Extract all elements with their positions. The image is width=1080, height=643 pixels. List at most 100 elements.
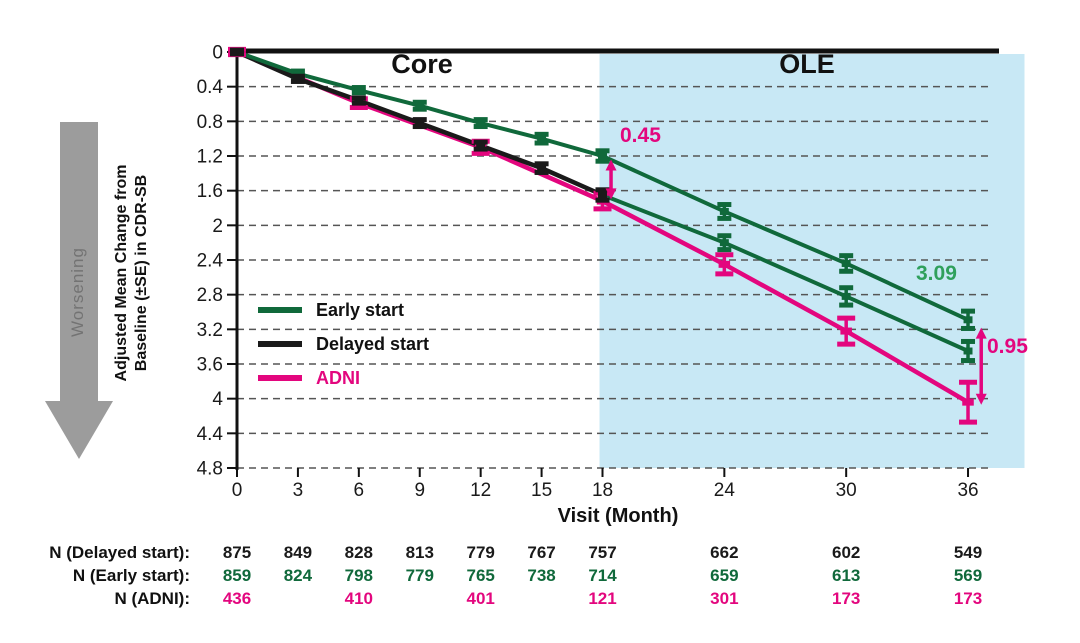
x-tick-label: 36 xyxy=(957,480,978,501)
early-m24-point xyxy=(719,207,729,215)
delayed-m36-point xyxy=(963,347,973,355)
ntable-cell: 798 xyxy=(344,566,374,585)
ntable-cell: 813 xyxy=(405,543,434,562)
y-tick-label: 0.8 xyxy=(197,112,223,133)
ntable-cell: 765 xyxy=(466,566,495,585)
ntable-cell: 410 xyxy=(344,589,374,608)
early-start-line-swatch xyxy=(258,307,302,313)
ntable-cell: 849 xyxy=(283,543,313,562)
adni-m36-point xyxy=(962,398,974,406)
ntable-cell: 173 xyxy=(831,589,861,608)
core-phase-label: Core xyxy=(391,49,453,79)
ntable-cell: 824 xyxy=(283,566,313,585)
delayed-m24-point xyxy=(719,239,729,247)
ntable-cell: 714 xyxy=(588,566,617,585)
gap-arrow-0-head-bottom xyxy=(605,188,617,200)
ntable-cell: 738 xyxy=(527,566,556,585)
legend-label-delayed-start: Delayed start xyxy=(316,333,430,354)
delayed-m15-point xyxy=(537,164,547,172)
y-tick-label: 3.6 xyxy=(197,355,223,376)
x-tick-label: 24 xyxy=(714,480,736,501)
ntable-cell: 659 xyxy=(710,566,739,585)
value-annotation-3-09: 3.09 xyxy=(916,262,957,285)
delayed-m12-point xyxy=(476,142,486,150)
gap-annotation-0-95: 0.95 xyxy=(987,335,1028,358)
x-tick-label: 3 xyxy=(293,480,304,501)
ntable-cell: 662 xyxy=(710,543,739,562)
gap-annotation-0-45: 0.45 xyxy=(620,124,661,147)
legend: Early start Delayed start ADNI xyxy=(258,300,429,388)
y-axis-title: Adjusted Mean Change from Baseline (±SE)… xyxy=(112,123,154,423)
y-tick-label: 0.4 xyxy=(197,77,224,98)
delayed-m30-point xyxy=(841,292,851,300)
ntable-cell: 779 xyxy=(405,566,434,585)
legend-item-delayed-start: Delayed start xyxy=(258,334,429,354)
ntable-cell: 757 xyxy=(588,543,617,562)
ntable-cell: 859 xyxy=(222,566,252,585)
legend-label-adni: ADNI xyxy=(316,367,360,388)
ntable-cell: 301 xyxy=(710,589,739,608)
early-m30-point xyxy=(841,259,851,267)
ntable-cell: 875 xyxy=(222,543,252,562)
y-tick-label: 4.8 xyxy=(197,459,223,480)
early-m15-point xyxy=(537,135,547,143)
early-m36-point xyxy=(963,316,973,324)
early-m9-point xyxy=(415,102,425,110)
ntable-row-label-delayed: N (Delayed start): xyxy=(49,543,190,562)
worsening-arrow-head-icon xyxy=(45,401,113,459)
ntable-cell: 121 xyxy=(588,589,617,608)
adni-m24-point xyxy=(718,260,731,268)
ntable-cell: 549 xyxy=(953,543,983,562)
delayed-start-line-swatch xyxy=(258,341,302,347)
y-tick-label: 3.2 xyxy=(197,320,223,341)
y-tick-label: 2.4 xyxy=(197,251,224,272)
x-tick-label: 0 xyxy=(232,480,243,501)
y-tick-label: 2 xyxy=(212,216,223,237)
early-m18-point xyxy=(598,152,607,160)
ntable-row-label-adni: N (ADNI): xyxy=(114,589,190,608)
y-tick-label: 4.4 xyxy=(197,424,224,445)
x-tick-label: 9 xyxy=(414,480,425,501)
ntable-row-label-early: N (Early start): xyxy=(72,566,190,585)
ntable-cell: 767 xyxy=(527,543,556,562)
legend-item-adni: ADNI xyxy=(258,368,429,388)
ntable-cell: 613 xyxy=(831,566,861,585)
gap-arrow-1-head-top xyxy=(975,327,987,339)
ntable-cell: 569 xyxy=(953,566,983,585)
x-axis-title: Visit (Month) xyxy=(557,505,679,527)
early-m12-point xyxy=(476,119,486,127)
y-tick-label: 2.8 xyxy=(197,285,223,306)
ntable-cell: 779 xyxy=(466,543,495,562)
delayed-start-ole-line xyxy=(601,193,969,353)
legend-item-early-start: Early start xyxy=(258,300,429,320)
early-m6-point xyxy=(354,86,364,94)
adni-line-swatch xyxy=(258,375,302,381)
adni-m30-point xyxy=(840,327,852,335)
y-axis-title-line2: Baseline (±SE) in CDR-SB xyxy=(133,174,150,372)
x-tick-label: 18 xyxy=(592,480,613,501)
y-axis-title-line1: Adjusted Mean Change from xyxy=(113,164,130,382)
gap-arrow-0-head-top xyxy=(605,159,617,171)
delayed-m18-point xyxy=(598,191,607,199)
x-tick-label: 6 xyxy=(354,480,365,501)
gap-arrow-1-head-bottom xyxy=(975,393,987,405)
worsening-label: Worsening xyxy=(68,247,87,337)
y-tick-label: 1.6 xyxy=(197,181,223,202)
ole-shaded-region xyxy=(599,54,990,469)
delayed-m3-point xyxy=(293,75,303,83)
delayed-m0-point xyxy=(232,48,242,56)
early-m3-point xyxy=(293,70,303,78)
x-tick-label: 12 xyxy=(470,480,491,501)
ntable-cell: 436 xyxy=(222,589,252,608)
ntable-cell: 602 xyxy=(831,543,861,562)
x-tick-label: 30 xyxy=(836,480,857,501)
delayed-m9-point xyxy=(415,119,425,127)
delayed-m6-point xyxy=(354,97,364,105)
y-tick-label: 1.2 xyxy=(197,147,223,168)
x-tick-label: 15 xyxy=(531,480,552,501)
ntable-cell: 401 xyxy=(466,589,495,608)
y-tick-label: 0 xyxy=(212,43,223,64)
worsening-arrow-shaft xyxy=(60,122,98,402)
